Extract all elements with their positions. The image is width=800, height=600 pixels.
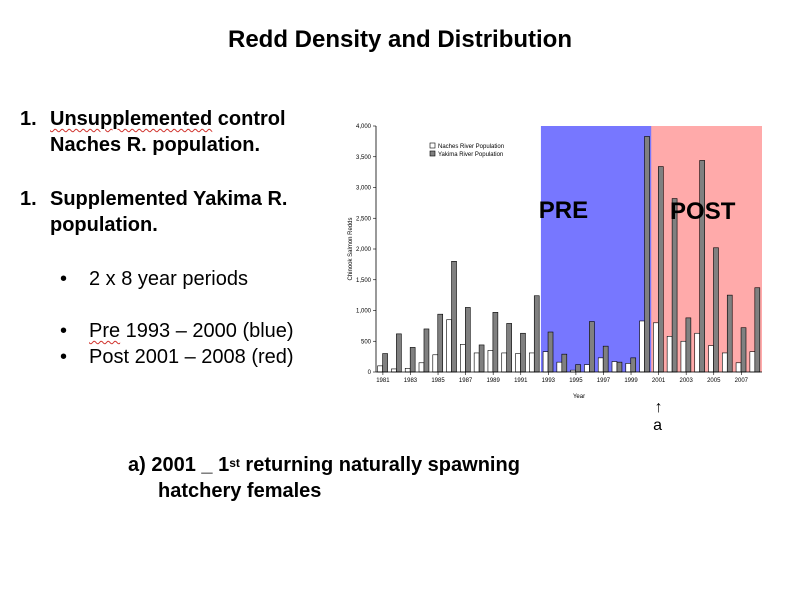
- footnote: a) 2001 _ 1st returning naturally spawni…: [128, 454, 520, 502]
- y-tick-label: 1,000: [356, 309, 372, 315]
- bar-naches: [460, 344, 466, 373]
- bar-naches: [735, 362, 742, 373]
- x-tick-label: 1991: [514, 378, 528, 384]
- legend-swatch-naches: [429, 142, 436, 149]
- bullet-number: 1.: [20, 188, 37, 210]
- bar-yakima: [451, 261, 457, 373]
- bar-yakima: [547, 331, 554, 373]
- annotation-label: a: [653, 417, 662, 434]
- bar-naches: [528, 352, 535, 373]
- y-tick-label: 500: [361, 339, 372, 345]
- annotation-arrow: ↑: [655, 399, 663, 416]
- bar-naches: [418, 362, 425, 373]
- bar-yakima: [754, 287, 761, 373]
- bar-naches: [501, 352, 507, 373]
- x-tick-label: 2007: [735, 378, 749, 384]
- x-tick-label: 1989: [486, 378, 500, 384]
- slide-title: Redd Density and Distribution: [227, 26, 572, 53]
- bar-yakima: [740, 327, 747, 373]
- y-tick-label: 3,500: [356, 155, 372, 161]
- bar-yakima: [465, 307, 471, 373]
- bar-naches: [556, 361, 563, 373]
- legend-label-yakima: Yakima River Population: [438, 152, 503, 158]
- x-tick-label: 1983: [404, 378, 418, 384]
- y-tick-label: 3,000: [356, 186, 372, 192]
- bar-yakima: [382, 353, 388, 373]
- bar-yakima: [699, 160, 705, 373]
- region-label-post: POST: [670, 198, 736, 225]
- x-tick-label: 1993: [542, 378, 556, 384]
- spellcheck-word: Pre: [89, 320, 121, 342]
- region-label-pre: PRE: [539, 197, 588, 224]
- bar-yakima: [561, 353, 568, 373]
- bar-yakima: [492, 312, 499, 373]
- x-tick-label: 1987: [459, 378, 473, 384]
- bar-yakima: [685, 317, 692, 373]
- x-tick-label: 2001: [652, 378, 666, 384]
- bar-naches: [708, 345, 714, 373]
- bar-naches: [666, 336, 673, 373]
- y-tick-label: 1,500: [356, 278, 372, 284]
- bar-naches: [584, 364, 590, 373]
- x-tick-label: 1985: [431, 378, 445, 384]
- bar-naches: [446, 319, 452, 373]
- bullet-text: Supplemented Yakima R. population.: [50, 188, 288, 236]
- bar-naches: [542, 351, 549, 373]
- y-tick-label: 0: [368, 370, 372, 376]
- bar-yakima: [409, 347, 416, 373]
- bar-yakima: [713, 247, 719, 373]
- bar-naches: [391, 368, 397, 373]
- x-tick-label: 1995: [569, 378, 583, 384]
- y-tick-label: 2,500: [356, 216, 372, 222]
- x-tick-label: 2003: [679, 378, 693, 384]
- bar-naches: [611, 361, 618, 373]
- bar-yakima: [589, 321, 595, 373]
- region-pre: [540, 126, 652, 372]
- bar-naches: [639, 320, 645, 373]
- bar-yakima: [726, 294, 733, 373]
- legend-swatch-yakima: [429, 150, 436, 157]
- bar-yakima: [437, 313, 444, 373]
- bar-yakima: [644, 136, 650, 373]
- bar-naches: [432, 354, 439, 373]
- x-axis-title: Year: [573, 394, 585, 400]
- bar-naches: [597, 357, 604, 373]
- bar-naches: [487, 350, 494, 373]
- bar-yakima: [616, 361, 623, 373]
- bar-yakima: [396, 333, 402, 373]
- bar-yakima: [506, 323, 512, 373]
- bar-naches: [749, 351, 756, 373]
- legend-label-naches: Naches River Population: [438, 144, 504, 150]
- bar-naches: [515, 353, 521, 373]
- spellcheck-word: Unsupplemented: [50, 108, 213, 130]
- bar-naches: [653, 322, 659, 373]
- bar-yakima: [478, 344, 485, 373]
- bullet-number: 1.: [20, 108, 37, 130]
- redd-chart: PRE POST 0 500 1,000 1,500 2,000 2,500 3,000 3,50…: [348, 124, 762, 434]
- bar-yakima: [658, 166, 664, 373]
- bar-naches: [473, 352, 480, 373]
- bar-yakima: [533, 295, 540, 373]
- bar-naches: [721, 352, 728, 373]
- bar-yakima: [575, 364, 581, 373]
- bar-yakima: [520, 332, 526, 373]
- y-tick-label: 2,000: [356, 247, 372, 253]
- bar-yakima: [602, 345, 609, 373]
- x-tick-label: 2005: [707, 378, 721, 384]
- bar-naches: [694, 332, 700, 373]
- bar-naches: [625, 363, 632, 373]
- bar-yakima: [423, 328, 430, 373]
- y-tick-label: 4,000: [356, 124, 372, 130]
- bullet-text: Unsupplemented control Naches R. populat…: [50, 108, 286, 156]
- y-axis-title: Chinook Salmon Redds: [348, 217, 354, 280]
- x-tick-label: 1999: [624, 378, 638, 384]
- x-tick-label: 1997: [597, 378, 611, 384]
- bar-naches: [404, 368, 411, 373]
- bar-naches: [377, 365, 383, 373]
- bar-yakima: [630, 357, 637, 373]
- x-tick-label: 1981: [376, 378, 390, 384]
- bar-naches: [680, 340, 687, 373]
